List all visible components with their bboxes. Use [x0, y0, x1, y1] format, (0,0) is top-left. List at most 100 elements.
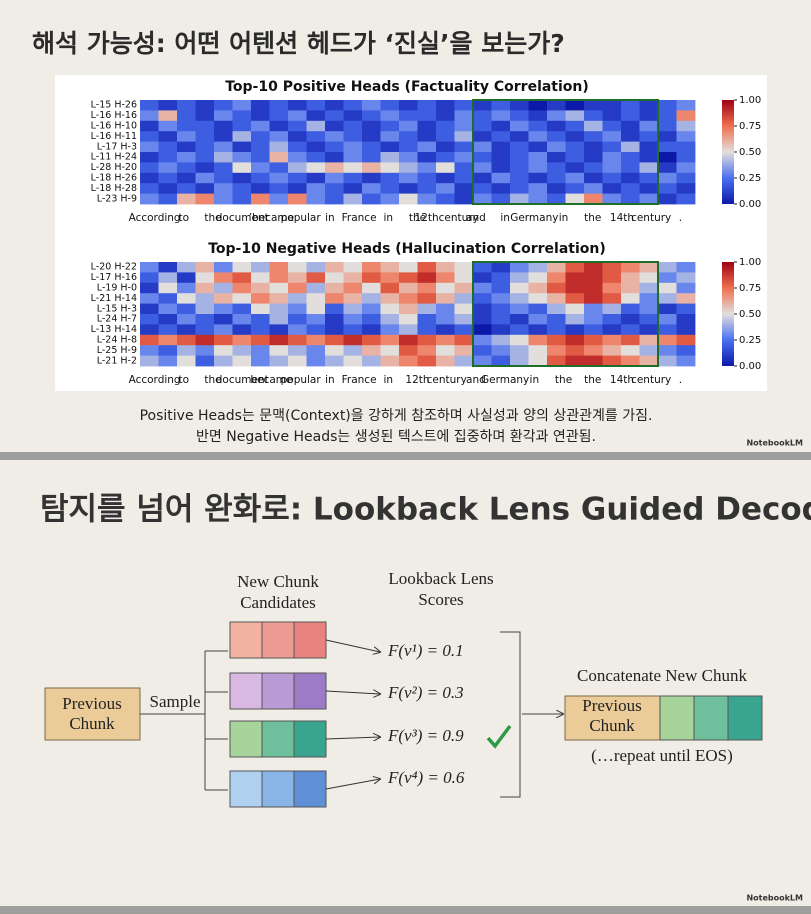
brand: NotebookLM — [746, 439, 803, 448]
heatmap-cell — [232, 282, 252, 294]
heatmap-cell — [343, 120, 363, 132]
chunk-token — [261, 621, 295, 659]
slide-title: 해석 가능성: 어떤 어텐션 헤드가 ‘진실’을 보는가? — [32, 29, 565, 58]
heatmap-cell — [288, 272, 307, 284]
heatmap-cell — [584, 324, 603, 336]
x-tick-label: 12thcentury — [415, 212, 479, 224]
heatmap-cell — [269, 162, 289, 174]
heatmap-cell — [528, 355, 548, 367]
heatmap-cell — [658, 152, 677, 163]
heatmap-cell — [232, 131, 252, 142]
heatmap-cell — [565, 303, 585, 315]
heatmap-cell — [417, 193, 437, 205]
heatmap-cell — [510, 355, 529, 367]
heatmap-cell — [602, 183, 622, 194]
heatmap-cell — [288, 162, 307, 174]
heatmap-cell — [399, 334, 418, 346]
heatmap-cell — [140, 172, 159, 184]
heatmap-cell — [214, 324, 233, 336]
heatmap-cell — [417, 272, 437, 284]
heatmap-cell — [621, 262, 640, 273]
heatmap-cell — [621, 162, 640, 174]
heatmap-cell — [436, 152, 455, 163]
heatmap-cell — [158, 172, 178, 184]
heatmap-cell — [251, 303, 270, 315]
heatmap-cell — [380, 193, 400, 205]
heatmap-cell — [602, 262, 622, 273]
heatmap-cell — [417, 262, 437, 273]
heatmap-cell — [639, 183, 659, 194]
heatmap-cell — [177, 193, 196, 205]
heatmap-cell — [547, 152, 566, 163]
heatmap-cell — [473, 141, 492, 153]
heatmap-cell — [306, 303, 326, 315]
heatmap-cell — [362, 162, 381, 174]
score: F(v²) = 0.3 — [387, 683, 464, 702]
heatmap-cell — [621, 152, 640, 163]
heatmap-cell — [417, 141, 437, 153]
row-label: L-18 H-26 — [91, 173, 137, 184]
label: New Chunk — [237, 572, 319, 591]
score: F(v³) = 0.9 — [387, 726, 464, 745]
heatmap-cell — [232, 334, 252, 346]
heatmap-cell — [251, 324, 270, 336]
heatmap-cell — [658, 193, 677, 205]
heatmap-cell — [325, 162, 344, 174]
heatmap-cell — [195, 262, 215, 273]
heatmap-cell — [417, 162, 437, 174]
heatmap-cell — [602, 282, 622, 294]
x-tick-label: document — [216, 212, 269, 224]
heatmap-cell — [491, 162, 511, 174]
heatmap-cell — [325, 131, 344, 142]
heatmap-cell — [658, 141, 677, 153]
heatmap-cell — [510, 303, 529, 315]
heatmap-cell — [621, 183, 640, 194]
heatmap-cell — [565, 324, 585, 336]
heatmap-cell — [251, 120, 270, 132]
heatmap-cell — [195, 120, 215, 132]
heatmap-cell — [436, 314, 455, 325]
heatmap-cell — [602, 120, 622, 132]
heatmap-cell — [214, 262, 233, 273]
heatmap-cell — [140, 152, 159, 163]
heatmap-cell — [177, 282, 196, 294]
heatmap-cell — [214, 334, 233, 346]
heatmap-cell — [214, 272, 233, 284]
heatmap-cell — [177, 324, 196, 336]
heatmap-cell — [399, 262, 418, 273]
arrow — [325, 691, 380, 694]
heatmap-cell — [565, 172, 585, 184]
heatmap-cell — [140, 334, 159, 346]
heatmap-cell — [473, 172, 492, 184]
heatmap-cell — [602, 355, 622, 367]
heatmap-cell — [454, 131, 474, 142]
heatmap-cell — [140, 282, 159, 294]
heatmap-cell — [547, 131, 566, 142]
heatmap-cell — [195, 345, 215, 356]
heatmap-cell — [325, 345, 344, 356]
heatmap-cell — [195, 131, 215, 142]
heatmap-cell — [177, 303, 196, 315]
heatmap-cell — [140, 110, 159, 122]
row-label: L-25 H-9 — [97, 345, 137, 356]
colorbar — [722, 262, 734, 366]
heatmap-cell — [658, 172, 677, 184]
heatmap-cell — [639, 172, 659, 184]
chunk-token — [261, 672, 295, 710]
heatmap-cell — [639, 314, 659, 325]
heatmap-cell — [232, 262, 252, 273]
x-tick-label: became — [250, 374, 292, 386]
heatmaps: Top-10 Positive Heads (Factuality Correl… — [91, 79, 762, 386]
label: Chunk — [69, 714, 115, 733]
heatmap-cell — [658, 162, 677, 174]
heatmap-cell — [399, 193, 418, 205]
heatmap-cell — [584, 110, 603, 122]
heatmap-cell — [473, 262, 492, 273]
heatmap-cell — [251, 131, 270, 142]
heatmap-cell — [325, 355, 344, 367]
heatmap-cell — [565, 131, 585, 142]
heatmap-cell — [547, 172, 566, 184]
heatmap-cell — [547, 334, 566, 346]
x-tick-label: France — [342, 374, 377, 386]
heatmap-cell — [343, 172, 363, 184]
